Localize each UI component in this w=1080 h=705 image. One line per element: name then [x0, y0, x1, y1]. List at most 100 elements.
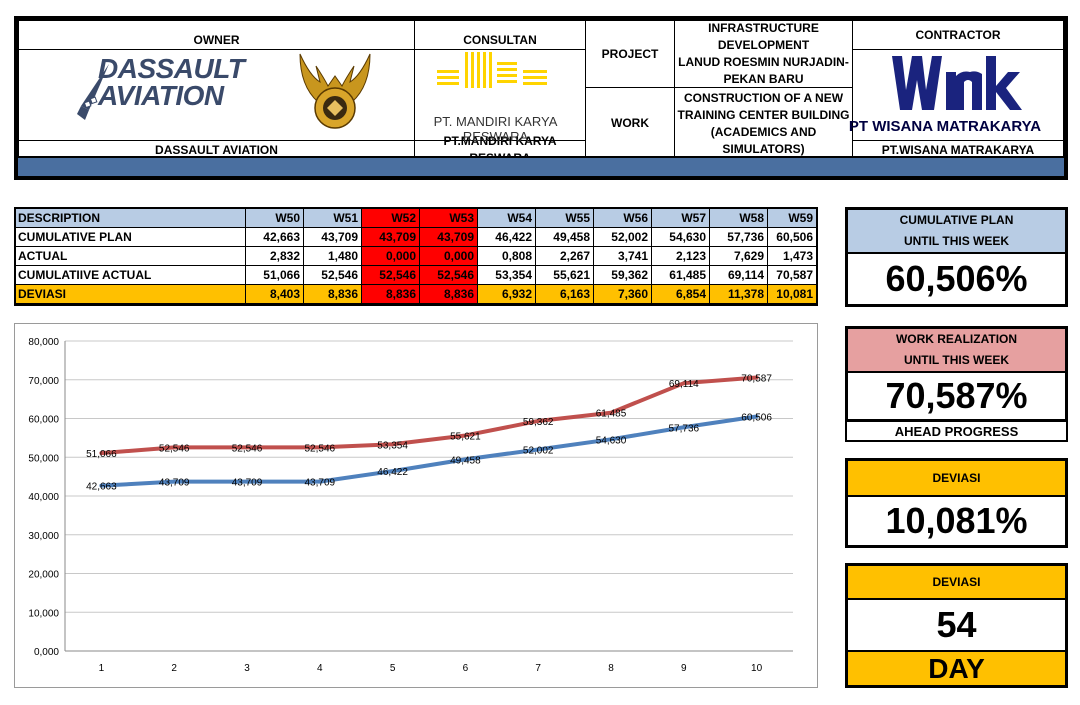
table-cell: 0,000 — [362, 247, 420, 266]
table-cell: 52,002 — [594, 228, 652, 247]
table-cell: 8,836 — [420, 285, 478, 304]
series-point-0 — [463, 457, 467, 461]
header-band — [18, 156, 1064, 176]
series-point-0 — [318, 480, 322, 484]
data-label: 49,458 — [450, 455, 481, 466]
consultant-label: CONSULTAN — [414, 20, 586, 50]
table-cell: 49,458 — [536, 228, 594, 247]
realization-panel: WORK REALIZATION UNTIL THIS WEEK 70,587% — [845, 326, 1068, 422]
table-cell: 8,836 — [362, 285, 420, 304]
table-cell: 52,546 — [420, 266, 478, 285]
table-week-header: W51 — [304, 209, 362, 228]
series-point-1 — [172, 445, 176, 449]
table-week-header: W56 — [594, 209, 652, 228]
y-tick-label: 0,000 — [34, 647, 59, 658]
table-week-header: W58 — [710, 209, 768, 228]
series-point-0 — [609, 437, 613, 441]
x-tick-label: 1 — [99, 663, 105, 674]
data-label: 46,422 — [377, 467, 408, 478]
project-label: PROJECT — [585, 20, 675, 88]
y-tick-label: 40,000 — [28, 492, 59, 503]
table-cell: 57,736 — [710, 228, 768, 247]
plan-panel: CUMULATIVE PLAN UNTIL THIS WEEK 60,506% — [845, 207, 1068, 307]
x-tick-label: 6 — [463, 663, 469, 674]
project-description: INFRASTRUCTURE DEVELOPMENT LANUD ROESMIN… — [674, 20, 853, 88]
series-point-0 — [245, 480, 249, 484]
table-cell: 7,629 — [710, 247, 768, 266]
series-point-1 — [755, 375, 759, 379]
data-label: 61,485 — [596, 409, 627, 420]
airforce-emblem-icon — [299, 53, 371, 129]
realization-head-line-1: WORK REALIZATION — [895, 332, 1018, 346]
x-tick-label: 4 — [317, 663, 323, 674]
table-cell: 69,114 — [710, 266, 768, 285]
table-cell: 52,546 — [304, 266, 362, 285]
series-point-1 — [245, 445, 249, 449]
series-point-1 — [99, 451, 103, 455]
table-row-cumulative-plan: CUMULATIVE PLAN 42,663 43,709 43,709 43,709 4… — [16, 228, 816, 247]
y-tick-label: 50,000 — [28, 453, 59, 464]
x-tick-label: 5 — [390, 663, 396, 674]
data-label: 51,066 — [86, 449, 117, 460]
data-label: 69,114 — [669, 379, 699, 390]
y-tick-label: 20,000 — [28, 570, 59, 581]
y-tick-label: 30,000 — [28, 531, 59, 542]
table-cell: 42,663 — [246, 228, 304, 247]
realization-head-line-2: UNTIL THIS WEEK — [903, 353, 1010, 367]
table-cell: 1,473 — [768, 247, 816, 266]
y-tick-label: 10,000 — [28, 608, 59, 619]
plan-head-line-1: CUMULATIVE PLAN — [899, 213, 1014, 227]
table-row-label: CUMULATIVE PLAN — [16, 228, 246, 247]
table-cell: 54,630 — [652, 228, 710, 247]
data-label: 43,709 — [305, 478, 336, 489]
wmk-logo-icon — [892, 56, 1022, 110]
table-row-label: ACTUAL — [16, 247, 246, 266]
ahead-progress-label: AHEAD PROGRESS — [845, 420, 1068, 442]
table-cell: 6,932 — [478, 285, 536, 304]
series-point-1 — [682, 381, 686, 385]
table-cell: 6,854 — [652, 285, 710, 304]
x-tick-label: 7 — [535, 663, 541, 674]
series-point-0 — [682, 425, 686, 429]
table-cell: 43,709 — [304, 228, 362, 247]
plan-head-line-2: UNTIL THIS WEEK — [903, 234, 1010, 248]
table-cell: 11,378 — [710, 285, 768, 304]
table-row-actual: ACTUAL 2,832 1,480 0,000 0,000 0,808 2,267 3,74… — [16, 247, 816, 266]
project-header: OWNER DASSAULT AVIATION CONSULTAN PT.MAN… — [14, 16, 1068, 180]
data-label: 42,663 — [86, 482, 117, 493]
series-point-1 — [536, 419, 540, 423]
work-line-1: CONSTRUCTION OF A NEW — [683, 90, 844, 105]
y-tick-label: 60,000 — [28, 415, 59, 426]
x-tick-label: 2 — [171, 663, 177, 674]
days-value: 54 — [936, 604, 977, 645]
table-week-header: W52 — [362, 209, 420, 228]
deviation-value: 10,081% — [885, 500, 1028, 541]
table-cell: 59,362 — [594, 266, 652, 285]
progress-chart: 0,000 10,000 20,000 30,000 40,000 50,000 60,00… — [14, 323, 818, 688]
work-line-2: TRAINING CENTER BUILDING — [677, 107, 850, 122]
table-cell: 10,081 — [768, 285, 816, 304]
table-cell: 7,360 — [594, 285, 652, 304]
consultant-logo-text: PT. MANDIRI KARYA RESWARA — [433, 114, 558, 144]
series-line-0 — [99, 414, 759, 488]
table-cell: 1,480 — [304, 247, 362, 266]
table-week-header: W50 — [246, 209, 304, 228]
table-cell: 3,741 — [594, 247, 652, 266]
y-tick-label: 80,000 — [28, 337, 59, 348]
table-cell: 0,000 — [420, 247, 478, 266]
series-point-1 — [463, 433, 467, 437]
dassault-logo-line-1: DASSAULT — [98, 53, 245, 84]
table-week-header: W59 — [768, 209, 816, 228]
table-row-deviasi: DEVIASI 8,403 8,836 8,836 8,836 6,932 6,163 7,3… — [16, 285, 816, 304]
series-point-0 — [172, 480, 176, 484]
table-week-header: W54 — [478, 209, 536, 228]
data-label: 54,630 — [596, 435, 627, 446]
table-cell: 53,354 — [478, 266, 536, 285]
project-line-2: LANUD ROESMIN NURJADIN- — [678, 55, 849, 69]
contractor-logo-text: PT WISANA MATRAKARYA — [848, 118, 1042, 135]
work-label: WORK — [585, 87, 675, 160]
series-point-1 — [318, 445, 322, 449]
data-label: 59,362 — [523, 417, 554, 428]
series-point-0 — [99, 484, 103, 488]
x-tick-label: 8 — [608, 663, 614, 674]
